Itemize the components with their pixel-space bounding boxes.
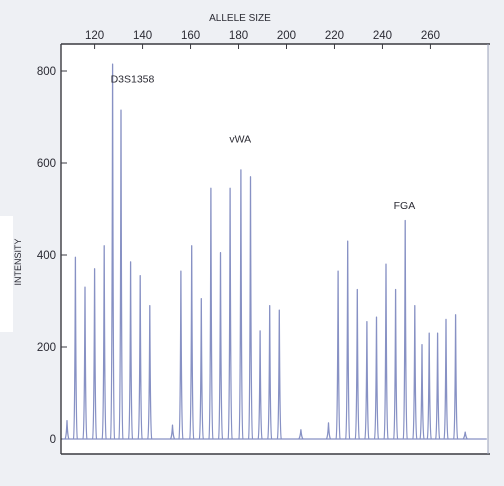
peak — [462, 431, 468, 440]
peak — [267, 304, 273, 440]
peak — [298, 429, 304, 440]
x-tick-label: 160 — [181, 30, 200, 42]
peak — [238, 169, 244, 440]
x-tick-label: 200 — [277, 30, 296, 42]
peak — [383, 263, 389, 440]
marker-annotation: vWA — [229, 133, 251, 145]
marker-annotation: FGA — [394, 200, 416, 212]
x-tick-label: 240 — [373, 30, 392, 42]
y-tick-label: 200 — [37, 342, 56, 354]
x-axis-label: ALLELE SIZE — [209, 13, 271, 24]
peak — [247, 176, 254, 440]
peak — [127, 261, 134, 440]
peak — [198, 298, 205, 440]
peak-trace-group — [62, 63, 487, 440]
peak — [72, 256, 79, 440]
peak — [189, 245, 195, 440]
peak — [208, 187, 214, 440]
peak — [257, 330, 263, 440]
y-tick-label: 800 — [37, 66, 56, 78]
peak — [373, 316, 380, 440]
peak — [325, 422, 332, 440]
marker-annotation: D3S1358 — [111, 74, 155, 86]
peak — [109, 63, 116, 440]
peak — [227, 187, 233, 440]
y-tick-label: 600 — [37, 158, 56, 170]
x-ticks: 120 140 160 180 200 220 240 260 — [85, 30, 440, 49]
peak — [169, 424, 176, 440]
peak — [412, 304, 418, 440]
y-ticks: 0 200 400 600 800 — [37, 66, 67, 446]
peak — [426, 332, 432, 440]
peak — [354, 288, 360, 440]
peak — [402, 219, 408, 440]
left-margin-band — [0, 216, 13, 332]
x-tick-label: 140 — [133, 30, 152, 42]
peak — [101, 245, 107, 440]
peak — [82, 286, 88, 440]
x-tick-label: 220 — [325, 30, 344, 42]
y-tick-label: 400 — [37, 250, 56, 262]
peak — [344, 240, 351, 440]
x-tick-label: 180 — [229, 30, 248, 42]
peak — [392, 288, 399, 440]
peak — [335, 270, 341, 440]
y-tick-label: 0 — [50, 434, 56, 446]
peak — [434, 332, 441, 440]
peak — [91, 268, 98, 440]
peak — [419, 344, 425, 440]
peak — [147, 304, 153, 440]
annotations: D3S1358 vWA FGA — [111, 74, 416, 213]
peak — [217, 252, 224, 440]
peak — [276, 309, 282, 440]
peak — [364, 321, 370, 440]
y-axis-label: INTENSITY — [13, 238, 23, 285]
peak — [178, 270, 184, 440]
plot-background — [61, 44, 488, 454]
x-tick-label: 260 — [421, 30, 440, 42]
peak — [137, 275, 143, 440]
peak — [452, 314, 459, 440]
peak — [64, 419, 70, 440]
axes — [60, 43, 490, 455]
peak — [443, 318, 449, 440]
x-tick-label: 120 — [85, 30, 104, 42]
peak — [118, 109, 124, 440]
